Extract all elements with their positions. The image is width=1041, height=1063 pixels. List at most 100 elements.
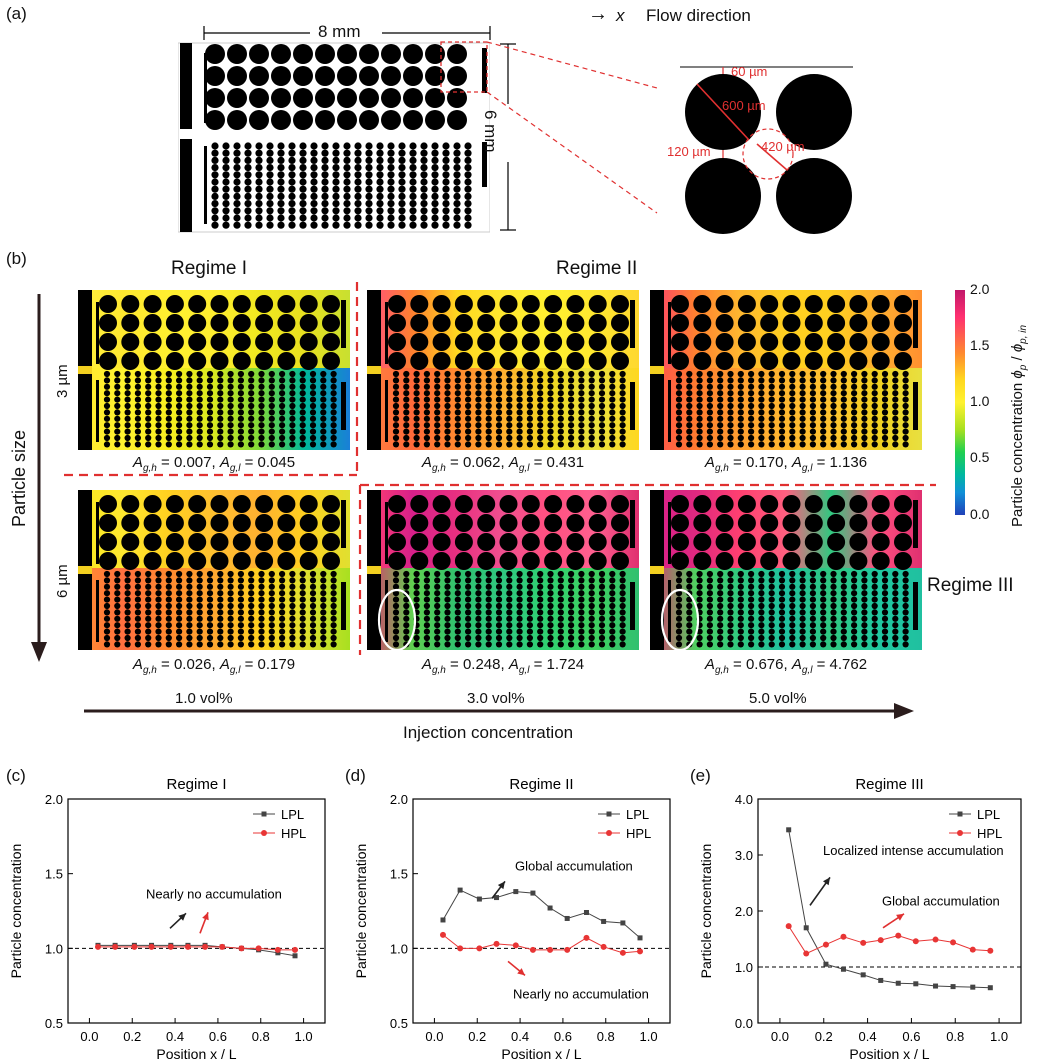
series-line-hpl [442,934,641,954]
series-line-lpl [442,889,641,939]
dim-120-label: 120 µm [667,144,711,159]
data-point-hpl [439,931,446,938]
data-point-lpl [601,918,607,924]
data-point-hpl [950,939,957,946]
x-tick-label: 0.0 [771,1029,789,1044]
colorbar-tick-1-5: 1.5 [970,337,990,353]
data-point-lpl [637,935,643,941]
colorbar-tick-0: 0.0 [970,506,990,522]
particle-size-arrow [31,294,47,662]
annotation-arrowhead [202,912,209,921]
data-point-lpl [950,984,956,990]
y-tick-label: 2.0 [45,792,63,807]
data-point-lpl [803,925,809,931]
data-point-hpl [877,937,884,944]
data-point-hpl [255,945,262,952]
heatmap-6um-5vol [650,490,922,650]
data-point-lpl [476,896,482,902]
colorbar [955,290,965,515]
data-point-hpl [803,950,810,957]
x-axis-label: Position x / L [849,1046,929,1062]
data-point-lpl [530,890,536,896]
regime-2-title: Regime II [556,258,638,279]
heatmap-6um-1vol [78,490,350,650]
regime-separators [64,282,936,655]
chip-diagram [177,42,491,233]
caption-3um-3vol: Ag,h = 0.062, Ag,l = 0.431 [421,454,585,474]
data-point-lpl [913,981,919,987]
agl-value: 1.136 [829,454,868,471]
vol-3-label: 3.0 vol% [467,690,525,707]
x-tick-label: 0.8 [252,1029,270,1044]
caption-6um-5vol: Ag,h = 0.676, Ag,l = 4.762 [704,656,868,676]
data-point-hpl [969,946,976,953]
x-tick-label: 0.6 [554,1029,572,1044]
injection-label: Injection concentration [403,723,574,742]
legend-label: HPL [626,826,651,841]
zoom-indicator [440,41,658,214]
x-tick-label: 0.2 [468,1029,486,1044]
data-point-hpl [512,942,519,949]
caption-3um-5vol: Ag,h = 0.170, Ag,l = 1.136 [704,454,868,474]
x-tick-label: 0.6 [209,1029,227,1044]
annotation-text: Localized intense accumulation [823,843,1004,858]
flow-arrow-icon: → [588,3,608,25]
annotation-text: Nearly no accumulation [146,886,282,901]
agh-value: 0.248 [462,656,501,673]
y-tick-label: 1.0 [735,960,753,975]
chart-regime-1: Regime I 0.0 0.2 0.4 0.6 0.8 1.0 0.5 1.0 1.5 2.0 Po… [8,776,326,1062]
annotation-arrowhead [178,913,186,921]
x-tick-label: 0.2 [123,1029,141,1044]
plot-frame [67,798,326,1024]
agh-value: 0.026 [173,656,212,673]
x-tick-label: 0.8 [597,1029,615,1044]
agl-value: 0.179 [257,656,296,673]
annotation-arrowhead [517,968,525,976]
data-point-lpl [895,980,901,986]
data-point-hpl [600,943,607,950]
data-point-hpl [476,945,483,952]
panel-label-d: (d) [345,766,366,785]
annotation-text: Nearly no accumulation [513,986,649,1001]
data-point-hpl [932,936,939,943]
data-point-lpl [970,984,976,990]
data-point-hpl [785,923,792,930]
data-point-lpl [620,920,626,926]
data-point-lpl [786,827,792,833]
legend-marker [957,811,963,817]
y-tick-label: 1.5 [45,867,63,882]
x-tick-label: 0.4 [166,1029,184,1044]
data-point-hpl [274,946,281,953]
x-axis-label: Position x / L [501,1046,581,1062]
series-line-hpl [97,946,296,951]
data-point-hpl [112,943,119,950]
legend-marker [261,830,267,836]
x-tick-label: 0.4 [511,1029,529,1044]
data-point-lpl [440,917,446,923]
series-line-lpl [788,829,991,989]
dim-60-label: 60 µm [731,64,768,79]
colorbar-label: Particle concentration ϕp / ϕp, in [1009,324,1029,527]
legend-label: LPL [626,807,649,822]
panel-label-c: (c) [6,766,26,785]
data-point-lpl [564,915,570,921]
data-point-hpl [184,943,191,950]
y-axis-label: Particle concentration [353,844,369,979]
caption-6um-1vol: Ag,h = 0.026, Ag,l = 0.179 [132,656,296,676]
annotation-arrowhead [497,881,505,890]
panel-label-b: (b) [6,249,27,268]
data-point-hpl [564,946,571,953]
y-tick-label: 0.0 [735,1016,753,1031]
vol-1-label: 1.0 vol% [175,690,233,707]
y-tick-label: 0.5 [390,1016,408,1031]
data-point-lpl [457,887,463,893]
legend-marker [957,830,963,836]
y-tick-label: 1.0 [390,941,408,956]
chip-schematic [177,38,491,238]
x-tick-label: 0.4 [859,1029,877,1044]
legend-marker [606,811,612,817]
caption-6um-3vol: Ag,h = 0.248, Ag,l = 1.724 [421,656,585,676]
flow-direction-label: Flow direction [646,6,751,25]
heatmap-3um-1vol [78,290,350,450]
y-tick-label: 3.0 [735,848,753,863]
